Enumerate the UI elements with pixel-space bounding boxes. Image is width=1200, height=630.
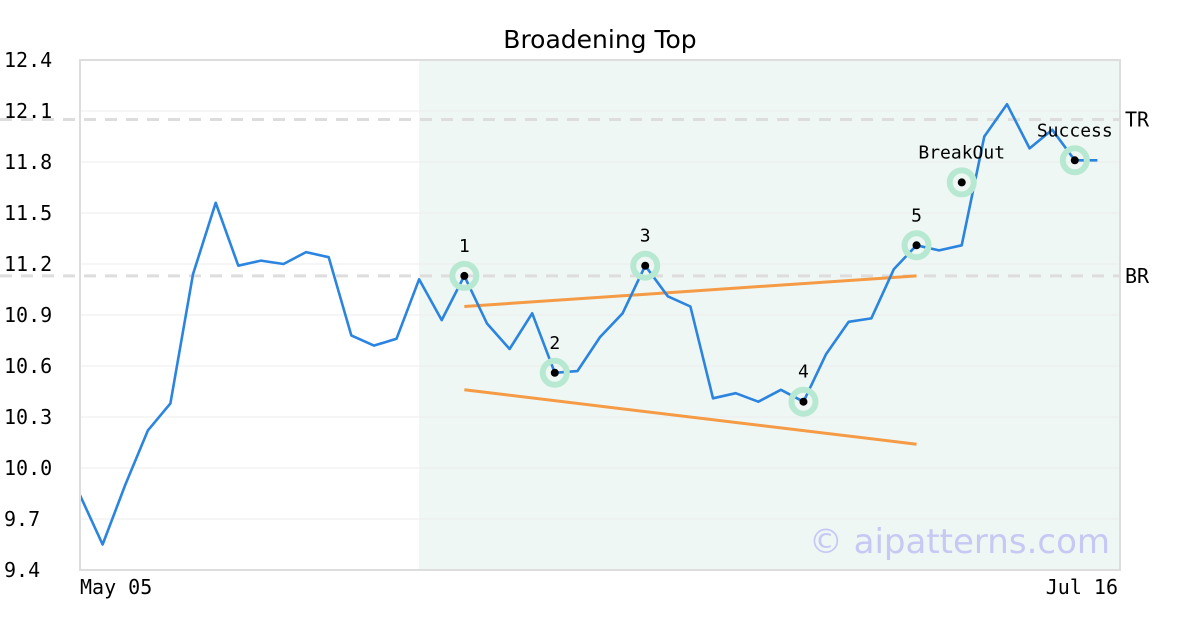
success-label: Success <box>1037 120 1113 141</box>
y-tick-label: 11.8 <box>4 150 52 174</box>
breakout-label: BreakOut <box>918 142 1005 163</box>
pattern-point-5-ring <box>901 230 932 261</box>
pattern-point-3-ring <box>630 250 661 281</box>
breakout-marker-ring <box>946 167 977 198</box>
pattern-point-4-ring <box>788 386 819 417</box>
watermark: © aipatterns.com <box>809 522 1110 562</box>
breakout-marker-dot <box>957 178 966 187</box>
y-tick-label: 11.2 <box>4 252 52 276</box>
pattern-point-2-ring <box>539 357 570 388</box>
chart-title: Broadening Top <box>503 25 696 54</box>
success-marker-dot <box>1070 156 1079 165</box>
pattern-point-2-dot <box>550 368 559 377</box>
level-label-tr: TR <box>1125 108 1150 132</box>
y-tick-label: 11.5 <box>4 201 52 225</box>
upper-trendline <box>464 274 917 308</box>
y-tick-label: 10.6 <box>4 354 52 378</box>
pattern-point-label-2: 2 <box>549 333 560 354</box>
pattern-point-1-dot <box>460 271 469 280</box>
level-label-br: BR <box>1125 264 1150 288</box>
y-tick-label: 10.0 <box>4 456 52 480</box>
y-tick-label: 9.4 <box>4 558 40 582</box>
pattern-point-3-dot <box>641 261 650 270</box>
y-tick-label: 10.3 <box>4 405 52 429</box>
y-tick-label: 9.7 <box>4 507 40 531</box>
pattern-point-label-1: 1 <box>459 236 470 257</box>
pattern-point-5-dot <box>912 241 921 250</box>
lower-trendline <box>464 388 917 446</box>
plot-frame <box>79 59 1121 571</box>
pattern-point-4-dot <box>799 397 808 406</box>
y-tick-label: 10.9 <box>4 303 52 327</box>
pattern-point-label-5: 5 <box>911 205 922 226</box>
success-marker-ring <box>1059 145 1090 176</box>
pattern-point-1-ring <box>449 260 480 291</box>
plot-area: 12.412.111.811.511.210.910.610.310.09.79… <box>0 48 1150 599</box>
pattern-point-label-4: 4 <box>798 362 809 383</box>
pattern-point-label-3: 3 <box>640 226 651 247</box>
y-tick-label: 12.4 <box>4 48 52 72</box>
x-tick-label-start: May 05 <box>80 575 152 599</box>
x-tick-label-end: Jul 16 <box>1046 575 1118 599</box>
